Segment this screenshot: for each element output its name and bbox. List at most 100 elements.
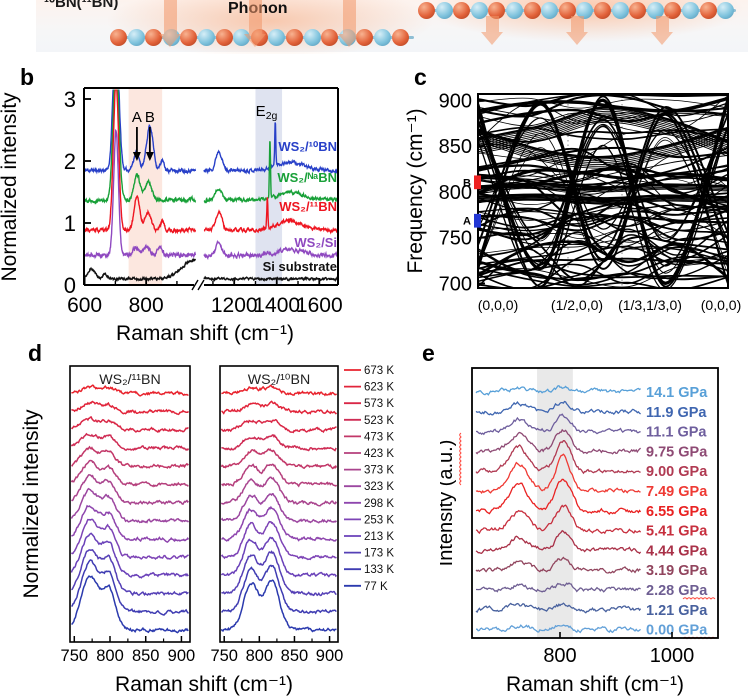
phonon-band-line [479, 112, 727, 148]
atom [453, 2, 471, 19]
phonon-band-line [479, 131, 727, 162]
phonon-band-line [479, 237, 727, 286]
phonon-band-line [479, 106, 727, 143]
y-tick-label: 900 [439, 90, 472, 112]
phonon-band-line [479, 137, 727, 273]
plot-frame [471, 367, 719, 639]
atom [321, 29, 339, 46]
k-point-label: (1/3,1/3,0) [618, 297, 682, 313]
series-label: WS₂/¹¹BN [279, 199, 337, 214]
spectrum-trace [71, 504, 189, 543]
spectrum-trace [475, 400, 641, 416]
spectrum-trace [475, 556, 641, 574]
atom [127, 29, 145, 46]
phonon-arrow-icon [486, 16, 499, 32]
phonon-band-line [479, 197, 727, 203]
y-tick-label: 1 [64, 211, 76, 236]
x-tick-label: 800 [246, 647, 274, 665]
atom [435, 2, 453, 19]
phonon-band-line [479, 138, 727, 169]
atom [470, 2, 488, 19]
phonon-band-line [479, 95, 727, 112]
atom [303, 29, 321, 46]
x-axis-label: Raman shift (cm⁻¹) [115, 673, 293, 696]
spectrum-trace [71, 384, 189, 397]
phonon-arrow-icon [244, 34, 266, 47]
atom [699, 2, 717, 19]
spectrum-trace [475, 428, 642, 455]
pressure-label: 6.55 GPa [646, 504, 708, 520]
phonon-band-line [479, 136, 727, 167]
phonon-arrow-icon [338, 34, 360, 47]
x-tick-label: 850 [132, 647, 160, 665]
y-tick-label: 700 [439, 273, 472, 295]
spectrum-trace [71, 575, 189, 634]
spectrum-trace [71, 487, 189, 524]
tspan: E [256, 103, 266, 120]
phonon-band-line [479, 146, 727, 172]
atom [523, 2, 541, 19]
atom [611, 2, 629, 19]
spectrum-trace [71, 518, 189, 560]
spectrum-trace [221, 384, 337, 397]
phonon-band-line [479, 232, 727, 281]
series-label: Si substrate [263, 259, 337, 274]
spectrum-trace [203, 197, 337, 235]
atom [180, 29, 198, 46]
phonon-band-line [479, 185, 727, 220]
pressure-label: 5.41 GPa [646, 524, 708, 540]
legend-label: 77 K [364, 581, 388, 593]
atom [717, 2, 735, 19]
atom [356, 29, 374, 46]
phonon-band-line [479, 215, 727, 242]
x-tick-label: 750 [210, 647, 238, 665]
spectrum-trace [71, 459, 189, 488]
atom [629, 2, 647, 19]
phonon-band-line [479, 198, 727, 204]
legend-label: 523 K [364, 415, 394, 427]
phonon-band-line [479, 195, 727, 200]
series-label: WS₂/Si [294, 235, 337, 250]
spellcheck-squiggle-icon [682, 597, 716, 600]
x-tick-label: 850 [281, 647, 309, 665]
x-tick-label: 900 [168, 647, 196, 665]
phonon-band-line [479, 107, 727, 124]
phonon-arrow-icon [571, 16, 584, 32]
phonon-band-line [479, 172, 727, 190]
phonon-arrow-icon [164, 0, 177, 34]
legend-label: 373 K [364, 465, 394, 477]
subplot-title: WS₂/¹¹BN [99, 372, 160, 388]
spectrum-trace [221, 564, 337, 615]
y-axis-label: Normalized intensity [20, 409, 43, 599]
atom [268, 29, 286, 46]
phonon-arrow-icon [343, 0, 356, 34]
phonon-band-line [479, 206, 727, 228]
legend-label: 213 K [364, 531, 394, 543]
spectrum-trace [476, 582, 641, 593]
series-label: WS₂/ᴺᵃBN [277, 170, 337, 185]
phonon-band-line [479, 185, 727, 191]
phonon-band-line [479, 116, 727, 151]
phonon-band-line [479, 239, 727, 273]
phonon-band-line [479, 193, 727, 200]
bond-line [122, 36, 414, 39]
phonon-band-line [479, 95, 727, 287]
atom [391, 29, 409, 46]
phonon-arrow-icon [249, 0, 262, 34]
spectrum-trace [221, 520, 337, 561]
atom [506, 2, 523, 19]
spectrum-trace [71, 532, 189, 579]
legend-label: 423 K [364, 448, 394, 460]
phonon-band-line [479, 220, 727, 265]
annotation-arrow-icon [132, 152, 141, 161]
phonon-band-line [479, 196, 727, 201]
spectrum-trace [71, 432, 189, 452]
panel-d-temperature-raman-chart: WS₂/¹¹BN 750 800 850 900 WS₂/¹⁰BN 750 800 850 900… [20, 365, 394, 696]
spectrum-trace [221, 550, 337, 597]
phonon-arrow-icon [159, 34, 181, 47]
y-axis-label: Frequency (cm⁻¹) [404, 108, 427, 273]
phonon-band-line [479, 169, 727, 209]
spectrum-trace [85, 89, 197, 176]
spectrum-trace [475, 440, 641, 475]
